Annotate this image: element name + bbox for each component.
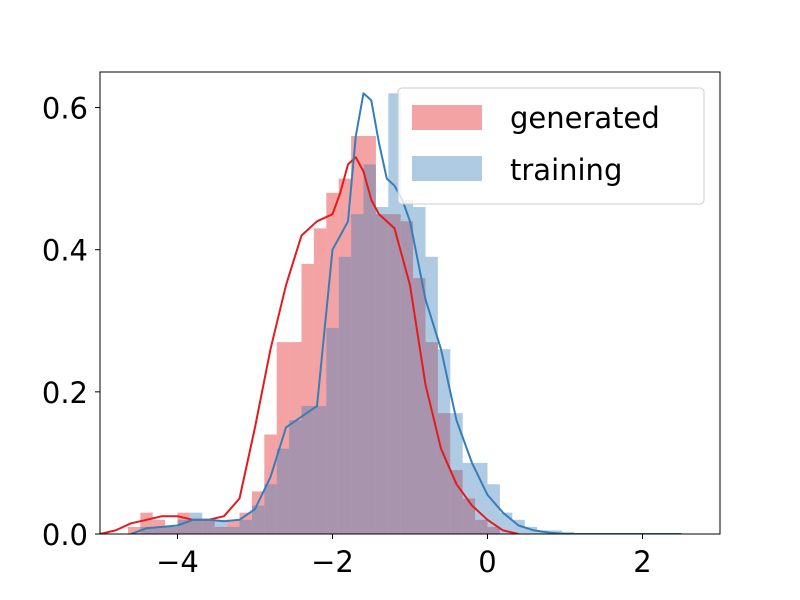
- hist-bar-training: [140, 526, 153, 534]
- hist-bar-generated: [400, 221, 414, 534]
- hist-bar-generated: [127, 526, 141, 534]
- legend-frame: [397, 87, 705, 205]
- x-tick-label: −4: [156, 545, 199, 579]
- hist-bar-training: [214, 519, 228, 534]
- hist-bar-generated: [289, 342, 302, 534]
- hist-bar-generated: [264, 434, 277, 534]
- hist-generated: [127, 135, 500, 534]
- hist-bar-training: [264, 484, 277, 534]
- hist-bar-generated: [227, 519, 240, 534]
- hist-bar-training: [326, 327, 339, 534]
- hist-bar-generated: [450, 470, 463, 534]
- hist-bar-training: [189, 512, 203, 534]
- axes-frame: [99, 71, 721, 535]
- hist-bar-training: [388, 93, 401, 534]
- hist-bar-generated: [202, 519, 215, 534]
- hist-bar-generated: [214, 526, 228, 534]
- hist-bar-training: [450, 413, 463, 534]
- hist-bar-generated: [475, 519, 488, 534]
- y-axis: 0.0 0.2 0.4 0.6: [42, 92, 100, 552]
- y-tick-label: 0.0: [42, 518, 88, 552]
- hist-bar-training: [400, 199, 414, 534]
- hist-bar-training: [462, 462, 476, 534]
- hist-bar-training: [437, 349, 451, 534]
- hist-bar-generated: [413, 278, 426, 534]
- x-tick-label: 0: [478, 545, 496, 579]
- hist-bar-training: [301, 406, 314, 534]
- x-tick-label: 2: [633, 545, 651, 579]
- hist-bar-generated: [462, 498, 476, 534]
- hist-bar-generated: [189, 519, 203, 534]
- y-tick-label: 0.4: [42, 234, 88, 268]
- legend-label-generated: generated: [510, 101, 660, 135]
- x-axis: −4 −2 0 2: [156, 534, 652, 579]
- hist-bar-generated: [425, 342, 438, 534]
- hist-bar-training: [239, 519, 252, 534]
- hist-bar-training: [363, 164, 376, 534]
- hist-bar-training: [152, 526, 166, 534]
- hist-bar-training: [165, 526, 178, 534]
- hist-bar-training: [338, 256, 352, 534]
- hist-bar-training: [227, 526, 240, 534]
- hist-bar-training: [251, 505, 265, 534]
- hist-bar-training: [375, 207, 389, 534]
- hist-bar-generated: [301, 263, 314, 534]
- hist-bar-training: [313, 406, 327, 534]
- legend-label-training: training: [510, 153, 622, 187]
- legend-swatch-training: [412, 156, 482, 181]
- hist-bar-training: [202, 519, 215, 534]
- kde-line-training: [130, 92, 682, 534]
- hist-bar-generated: [487, 526, 500, 534]
- hist-bar-training: [561, 531, 575, 534]
- hist-bar-training: [351, 214, 364, 534]
- hist-bar-generated: [251, 491, 265, 534]
- y-tick-label: 0.2: [42, 376, 88, 410]
- hist-bar-generated: [351, 135, 364, 534]
- kde-line-generated: [100, 156, 519, 534]
- hist-bar-generated: [363, 135, 376, 534]
- hist-bar-training: [289, 420, 302, 534]
- hist-bar-generated: [437, 413, 451, 534]
- y-tick-label: 0.6: [42, 92, 88, 126]
- legend-swatch-generated: [412, 105, 482, 130]
- hist-bar-generated: [338, 178, 352, 534]
- hist-bar-generated: [165, 526, 178, 534]
- legend: generated training: [397, 87, 705, 205]
- hist-bar-generated: [388, 214, 401, 534]
- hist-bar-generated: [375, 214, 389, 534]
- hist-bar-training: [276, 448, 290, 534]
- x-tick-label: −2: [311, 545, 354, 579]
- plot-area: [100, 92, 682, 534]
